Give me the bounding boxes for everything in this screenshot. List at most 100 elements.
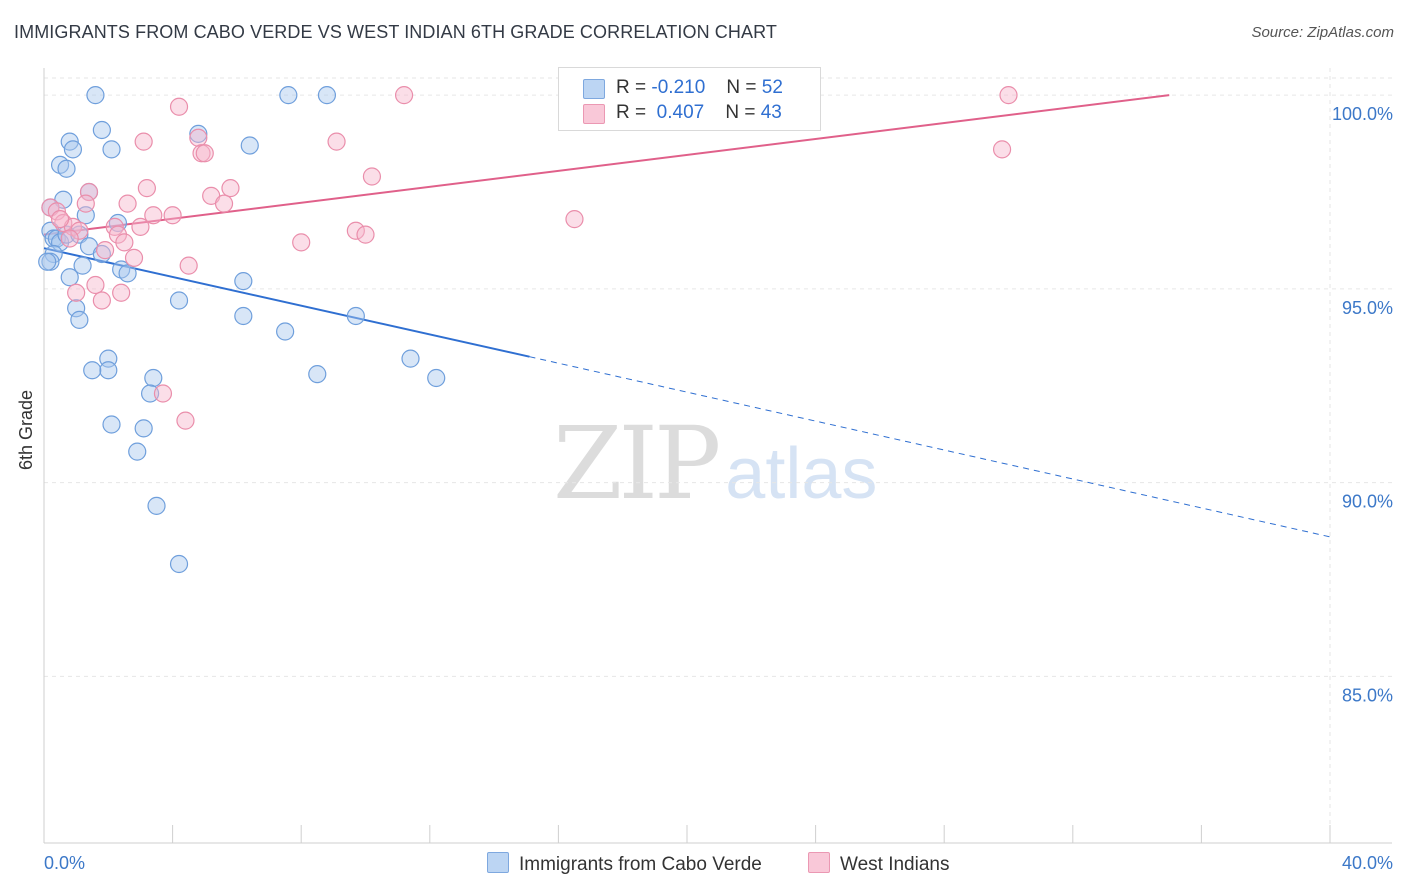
legend-r-value-cabo-verde: -0.210 <box>651 77 706 98</box>
bottom-legend-swatch-blue <box>487 852 509 873</box>
y-tick-label: 85.0% <box>1342 685 1393 705</box>
point-cabo-verde <box>317 86 337 105</box>
point-cabo-verde <box>147 496 166 515</box>
point-cabo-verde <box>140 384 160 403</box>
point-west-indians <box>189 128 208 147</box>
point-cabo-verde <box>401 349 420 368</box>
point-west-indians <box>999 86 1018 105</box>
y-tick-label: 90.0% <box>1342 492 1393 512</box>
point-west-indians <box>992 140 1012 159</box>
legend-n-label: N = <box>725 102 756 123</box>
point-west-indians <box>134 132 153 151</box>
trend-line-west-indians <box>43 94 1170 236</box>
point-west-indians <box>92 291 111 310</box>
point-west-indians <box>76 194 95 213</box>
point-west-indians <box>163 206 182 225</box>
legend-n-value-cabo-verde: 52 <box>761 77 783 98</box>
point-cabo-verde <box>60 268 79 287</box>
point-cabo-verde <box>144 368 163 388</box>
series-west-indians-points <box>41 86 1018 430</box>
point-cabo-verde <box>346 306 365 326</box>
point-cabo-verde <box>83 361 102 380</box>
series-cabo-verde-points <box>38 86 446 574</box>
y-tick-label: 95.0% <box>1342 298 1393 318</box>
trend-line-cabo-verde-extrapolated <box>529 356 1331 538</box>
legend-text-cabo-verde: R = -0.210 N = 52 <box>616 77 783 99</box>
legend-swatch-blue <box>583 79 605 99</box>
chart-title: IMMIGRANTS FROM CABO VERDE VS WEST INDIA… <box>14 22 777 42</box>
point-west-indians <box>394 86 414 105</box>
point-west-indians <box>79 182 99 202</box>
bottom-legend-cabo-verde: Immigrants from Cabo Verde <box>487 852 762 876</box>
legend-text-west-indians: R = 0.407 N = 43 <box>616 102 782 124</box>
legend-n-value-west-indians: 43 <box>760 102 782 123</box>
point-west-indians <box>214 194 234 213</box>
point-cabo-verde <box>102 415 121 434</box>
point-cabo-verde <box>118 264 137 283</box>
y-axis-label: 6th Grade <box>16 389 36 470</box>
trend-lines-blue <box>43 247 1331 538</box>
legend-n-label: N = <box>726 77 757 98</box>
point-cabo-verde <box>57 159 76 178</box>
bottom-legend-label-west-indians: West Indians <box>840 854 950 875</box>
point-west-indians <box>195 144 214 163</box>
legend-swatch-pink <box>583 104 605 124</box>
point-cabo-verde <box>276 322 295 341</box>
legend-r-label: R = <box>616 77 647 98</box>
point-west-indians <box>144 206 163 225</box>
x-tick-label-max: 40.0% <box>1342 853 1393 873</box>
point-cabo-verde <box>169 554 189 574</box>
point-west-indians <box>153 384 173 403</box>
trend-line-cabo-verde <box>43 247 530 358</box>
point-west-indians <box>327 132 346 151</box>
legend-r-value-west-indians: 0.407 <box>656 102 705 123</box>
point-west-indians <box>221 179 240 198</box>
point-west-indians <box>169 97 189 116</box>
y-tick-label: 100.0% <box>1332 104 1393 124</box>
point-cabo-verde <box>427 368 446 388</box>
point-west-indians <box>176 411 195 430</box>
point-cabo-verde <box>134 419 153 438</box>
point-cabo-verde <box>279 86 298 105</box>
bottom-legend-west-indians: West Indians <box>808 852 949 876</box>
point-cabo-verde <box>240 136 259 155</box>
gridlines <box>44 68 1392 843</box>
point-west-indians <box>112 283 131 302</box>
point-west-indians <box>70 221 89 240</box>
correlation-legend: R = -0.210 N = 52 R = 0.407 N = 43 <box>558 67 821 131</box>
point-west-indians <box>124 248 144 267</box>
point-cabo-verde <box>102 140 121 159</box>
point-west-indians <box>565 210 584 229</box>
point-west-indians <box>115 233 134 252</box>
point-west-indians <box>86 275 105 295</box>
point-cabo-verde <box>189 124 208 143</box>
tick-labels: 85.0% 90.0% 95.0% 100.0% 0.0% 40.0% <box>44 104 1393 873</box>
point-west-indians <box>356 225 375 244</box>
point-cabo-verde <box>92 120 111 140</box>
point-cabo-verde <box>67 299 86 318</box>
point-west-indians <box>362 167 382 186</box>
point-cabo-verde <box>63 140 83 159</box>
legend-r-label: R = <box>616 102 647 123</box>
point-west-indians <box>346 221 365 240</box>
point-cabo-verde <box>73 256 92 275</box>
source-label: Source: ZipAtlas.com <box>1251 24 1394 41</box>
bottom-legend-swatch-pink <box>808 852 830 873</box>
point-cabo-verde <box>99 361 118 380</box>
point-cabo-verde <box>86 86 105 105</box>
point-west-indians <box>50 210 70 229</box>
point-west-indians <box>292 233 311 252</box>
point-cabo-verde <box>70 310 89 329</box>
bottom-legend-label-cabo-verde: Immigrants from Cabo Verde <box>519 854 762 875</box>
point-cabo-verde <box>308 365 327 384</box>
axes <box>43 68 1392 844</box>
point-west-indians <box>60 229 79 248</box>
point-cabo-verde <box>38 252 57 271</box>
point-west-indians <box>131 217 150 236</box>
point-west-indians <box>67 283 86 302</box>
point-cabo-verde <box>234 306 253 326</box>
point-cabo-verde <box>128 442 147 461</box>
point-west-indians <box>137 179 156 198</box>
point-west-indians <box>118 194 137 213</box>
